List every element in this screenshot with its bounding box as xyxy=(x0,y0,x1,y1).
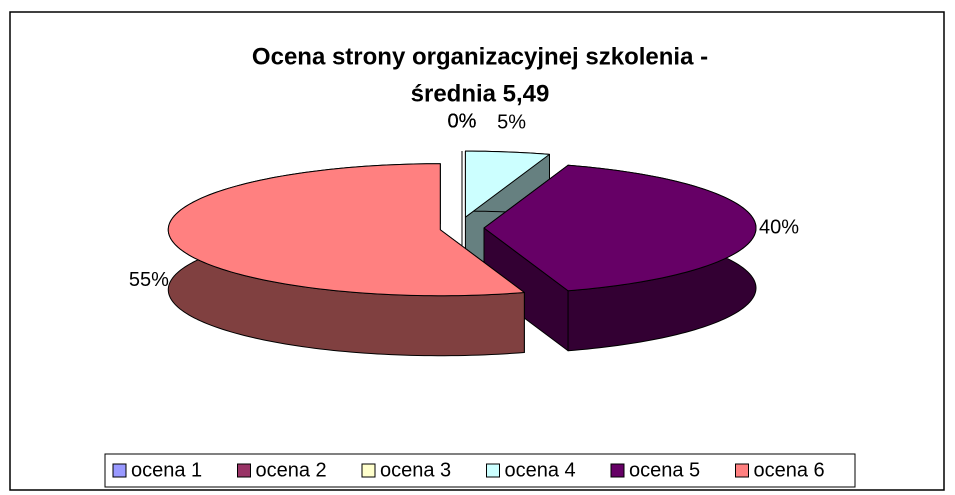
legend-label: ocena 4 xyxy=(505,459,576,481)
slice-top xyxy=(483,164,757,292)
legend-swatch xyxy=(361,463,376,478)
data-label: 55% xyxy=(129,269,169,291)
slice-top xyxy=(464,150,550,218)
data-label: 5% xyxy=(497,112,526,134)
pie-slice xyxy=(483,164,757,352)
legend-label: ocena 6 xyxy=(754,459,825,481)
legend-label: ocena 1 xyxy=(131,459,202,481)
chart-title: Ocena strony organizacyjnej szkolenia - xyxy=(252,43,708,70)
legend-swatch xyxy=(237,463,251,478)
slice-top xyxy=(167,163,525,297)
legend-swatch xyxy=(610,463,625,478)
legend-label: ocena 5 xyxy=(629,459,700,481)
data-label: 0% xyxy=(448,110,477,132)
pie-slice xyxy=(167,163,525,357)
chart-title: średnia 5,49 xyxy=(411,80,550,107)
data-label: 0% xyxy=(448,110,477,132)
legend-label: ocena 3 xyxy=(380,459,451,481)
legend-swatch xyxy=(735,463,749,478)
data-label: 0% xyxy=(448,110,477,132)
legend-swatch xyxy=(486,463,500,478)
data-label: 40% xyxy=(759,216,799,238)
legend-label: ocena 2 xyxy=(256,459,327,481)
legend-swatch xyxy=(112,463,127,478)
legend-box xyxy=(104,453,856,488)
